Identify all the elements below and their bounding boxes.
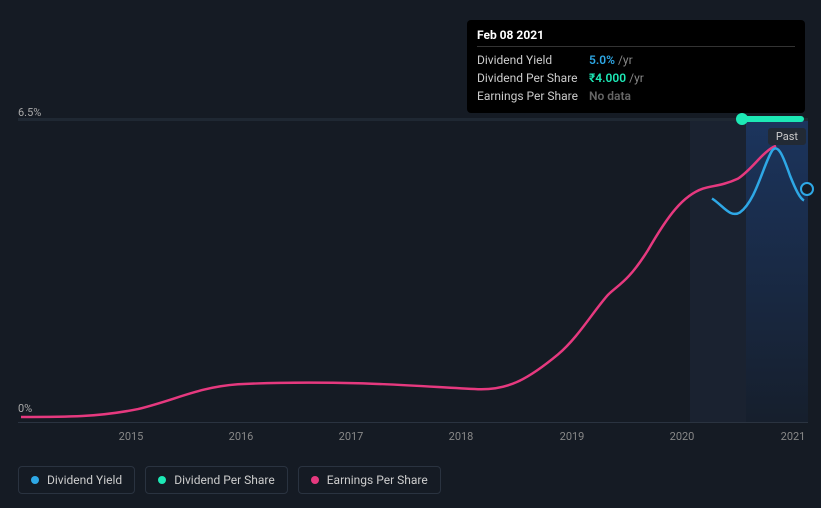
tooltip-label: Earnings Per Share xyxy=(477,89,589,103)
endpoint-marker-icon xyxy=(800,182,814,196)
tooltip-row: Dividend Per Share ₹4.000 /yr xyxy=(477,69,795,87)
x-tick: 2017 xyxy=(339,430,364,443)
legend-label: Dividend Per Share xyxy=(174,473,275,487)
earnings-line xyxy=(21,146,776,417)
scrubber-track[interactable] xyxy=(18,118,808,121)
tooltip-value: No data xyxy=(589,89,631,103)
legend-earnings-per-share[interactable]: Earnings Per Share xyxy=(298,466,441,494)
legend: Dividend Yield Dividend Per Share Earnin… xyxy=(18,466,441,494)
tooltip-date: Feb 08 2021 xyxy=(477,28,795,47)
chart-tooltip: Feb 08 2021 Dividend Yield 5.0% /yr Divi… xyxy=(467,20,805,113)
dot-icon xyxy=(311,476,319,484)
legend-label: Dividend Yield xyxy=(47,473,122,487)
tooltip-row: Earnings Per Share No data xyxy=(477,87,795,105)
x-tick: 2020 xyxy=(670,430,695,443)
past-label: Past xyxy=(768,128,806,145)
x-tick: 2018 xyxy=(449,430,474,443)
yield-line xyxy=(712,148,804,213)
x-tick: 2021 xyxy=(781,430,806,443)
scrubber-fill xyxy=(740,116,804,122)
scrubber-handle[interactable] xyxy=(736,113,748,125)
tooltip-label: Dividend Yield xyxy=(477,53,589,67)
legend-dividend-per-share[interactable]: Dividend Per Share xyxy=(145,466,288,494)
x-tick: 2016 xyxy=(229,430,254,443)
tooltip-unit: /yr xyxy=(629,71,644,85)
tooltip-row: Dividend Yield 5.0% /yr xyxy=(477,51,795,69)
chart-svg xyxy=(18,121,808,422)
tooltip-label: Dividend Per Share xyxy=(477,71,589,85)
x-tick: 2019 xyxy=(560,430,585,443)
dot-icon xyxy=(31,476,39,484)
x-tick: 2015 xyxy=(119,430,144,443)
tooltip-unit: /yr xyxy=(618,53,633,67)
plot-region[interactable] xyxy=(18,120,808,423)
legend-label: Earnings Per Share xyxy=(327,473,428,487)
x-axis: 2015 2016 2017 2018 2019 2020 2021 xyxy=(18,430,808,450)
dot-icon xyxy=(158,476,166,484)
legend-dividend-yield[interactable]: Dividend Yield xyxy=(18,466,135,494)
tooltip-value: 5.0% xyxy=(589,53,615,67)
tooltip-value: ₹4.000 xyxy=(589,71,626,85)
chart-area: 6.5% 0% Past xyxy=(18,100,808,440)
